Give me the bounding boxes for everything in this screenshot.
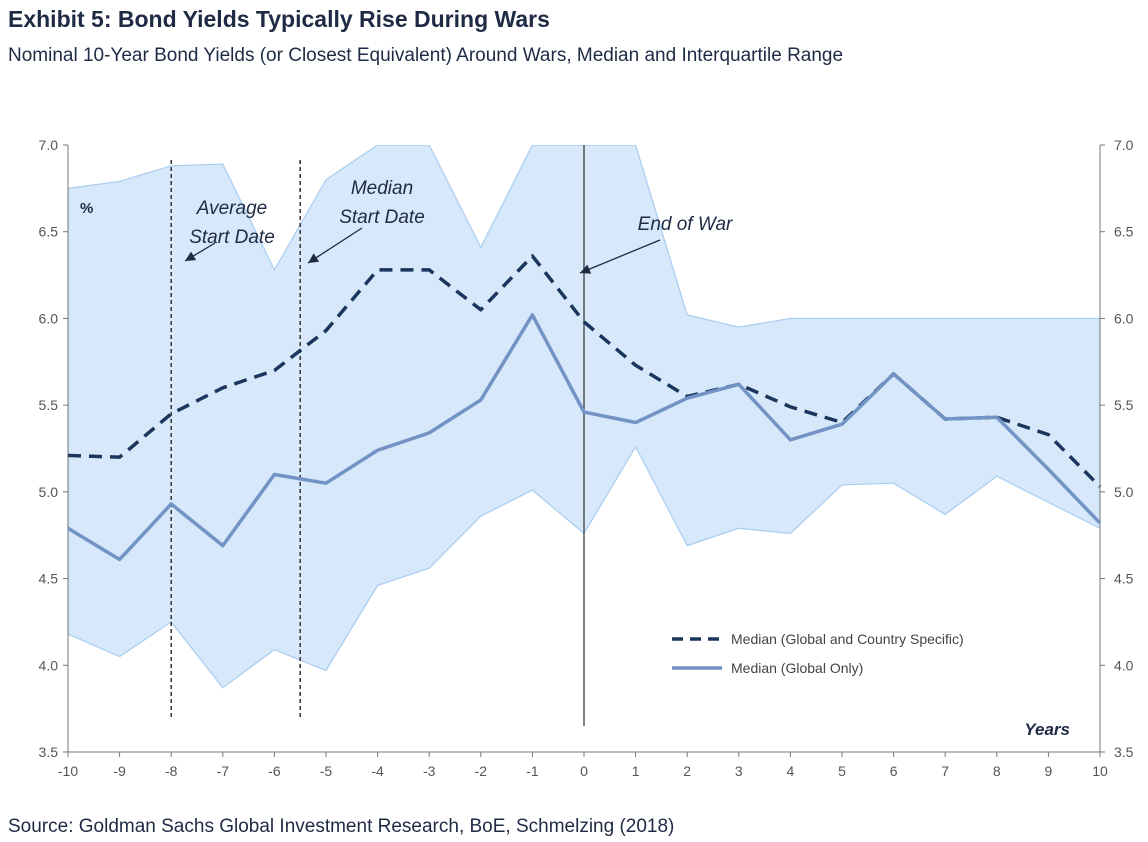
- annotation-end-of-war: End of War: [638, 214, 733, 235]
- legend-label-global-only: Median (Global Only): [731, 660, 863, 676]
- x-tick-label: -1: [526, 763, 539, 779]
- x-tick-label: -8: [165, 763, 178, 779]
- y-tick-label-left: 3.5: [39, 744, 59, 760]
- x-tick-label: -10: [58, 763, 78, 779]
- x-tick-label: -7: [217, 763, 230, 779]
- y-tick-label-left: 5.0: [39, 484, 59, 500]
- x-tick-label: 8: [993, 763, 1001, 779]
- annotation-arrow-shaft: [307, 227, 363, 264]
- x-tick-label: 7: [941, 763, 949, 779]
- legend-label-global-and-country: Median (Global and Country Specific): [731, 631, 964, 647]
- source-note: Source: Goldman Sachs Global Investment …: [8, 816, 675, 837]
- x-tick-label: 9: [1045, 763, 1053, 779]
- chart-subtitle: Nominal 10-Year Bond Yields (or Closest …: [8, 45, 844, 66]
- x-tick-label: 3: [735, 763, 743, 779]
- x-tick-label: -5: [320, 763, 333, 779]
- y-unit-label: %: [80, 200, 93, 217]
- y-tick-label-right: 6.5: [1114, 224, 1134, 240]
- y-tick-label-left: 6.0: [39, 310, 59, 326]
- y-tick-label-right: 6.0: [1114, 310, 1134, 326]
- annotation-median-start-date: Median: [351, 178, 413, 199]
- x-tick-label: -4: [371, 763, 384, 779]
- y-tick-label-right: 3.5: [1114, 744, 1134, 760]
- x-tick-label: -9: [113, 763, 126, 779]
- y-tick-label-right: 5.0: [1114, 484, 1134, 500]
- annotation-arrow-head: [185, 251, 197, 261]
- y-tick-label-left: 4.5: [39, 571, 59, 587]
- annotation-arrow-shaft: [579, 239, 661, 274]
- y-tick-label-right: 5.5: [1114, 397, 1134, 413]
- x-tick-label: 10: [1092, 763, 1108, 779]
- y-tick-label-left: 4.0: [39, 657, 59, 673]
- y-tick-label-left: 6.5: [39, 224, 59, 240]
- annotation-average-start-date: Start Date: [189, 227, 275, 248]
- x-tick-label: -3: [423, 763, 436, 779]
- x-tick-label: 0: [580, 763, 588, 779]
- y-tick-label-left: 5.5: [39, 397, 59, 413]
- x-axis-label: Years: [1024, 720, 1070, 739]
- x-tick-label: 4: [787, 763, 795, 779]
- annotation-arrow-head: [308, 253, 320, 263]
- y-tick-label-right: 7.0: [1114, 137, 1134, 153]
- x-tick-label: -6: [268, 763, 281, 779]
- y-tick-label-right: 4.0: [1114, 657, 1134, 673]
- x-tick-label: 5: [838, 763, 846, 779]
- x-tick-label: 6: [890, 763, 898, 779]
- annotation-median-start-date: Start Date: [339, 207, 425, 228]
- x-tick-label: 1: [632, 763, 640, 779]
- annotation-average-start-date: Average: [196, 198, 267, 219]
- y-tick-label-right: 4.5: [1114, 571, 1134, 587]
- y-tick-label-left: 7.0: [39, 137, 59, 153]
- annotation-arrow-head: [580, 264, 592, 274]
- x-tick-label: -2: [475, 763, 488, 779]
- series-line-global-only: [67, 313, 1102, 562]
- chart-title: Exhibit 5: Bond Yields Typically Rise Du…: [8, 6, 550, 32]
- x-tick-label: 2: [683, 763, 691, 779]
